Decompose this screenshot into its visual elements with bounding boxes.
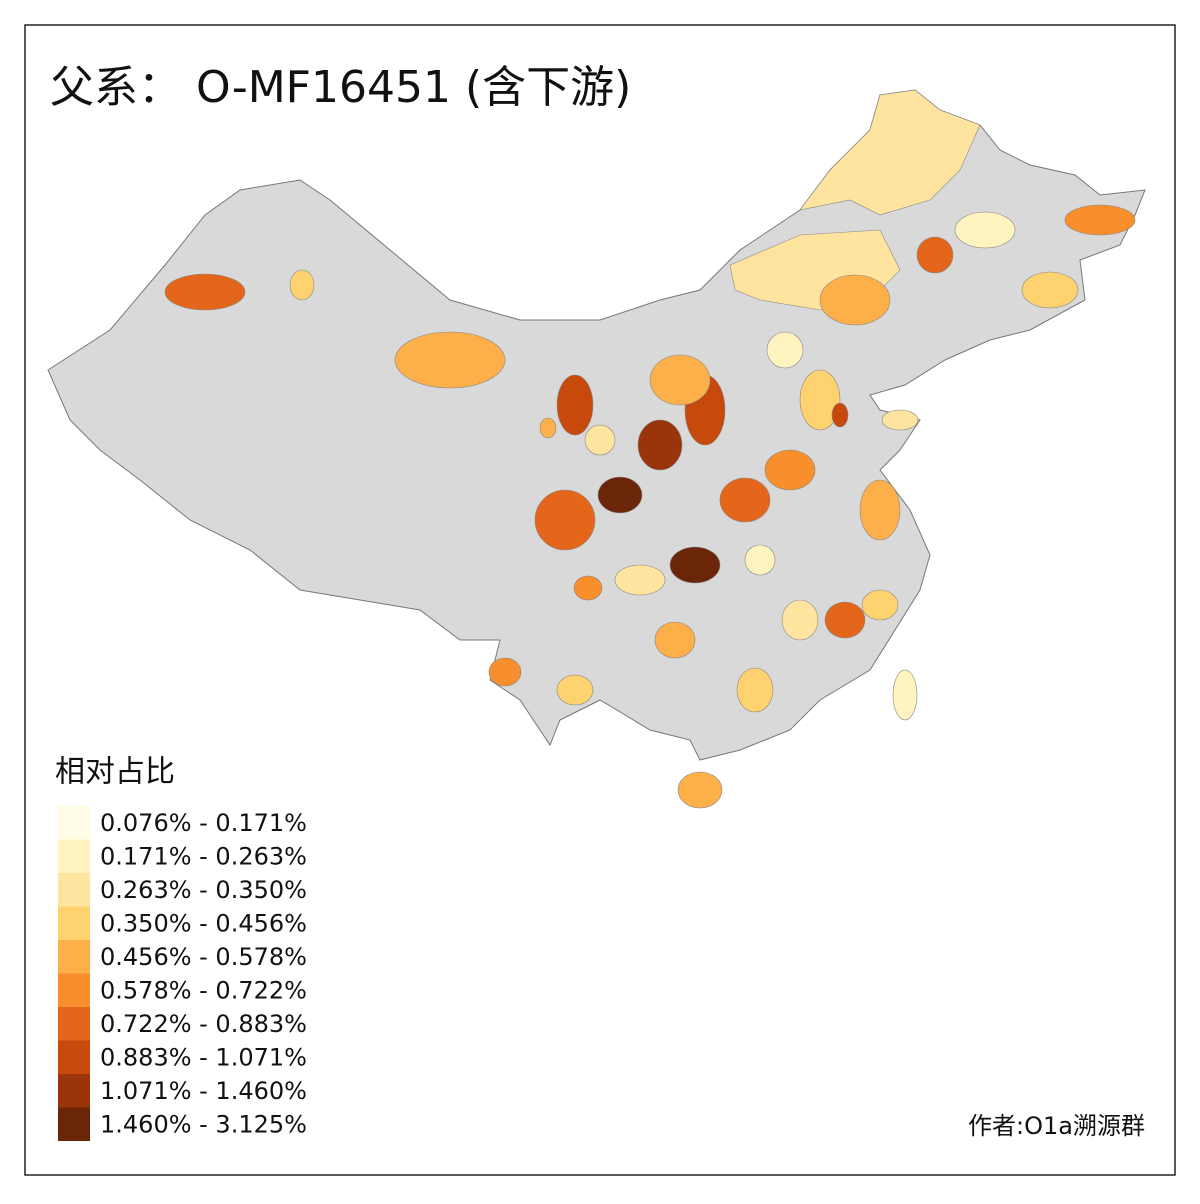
region-patch (534, 489, 596, 551)
legend-label: 0.578% - 0.722% (100, 977, 307, 1005)
region-patch (556, 674, 594, 706)
region-patch (289, 269, 315, 301)
legend-swatch (58, 906, 90, 940)
legend-swatch (58, 973, 90, 1007)
legend-swatch (58, 1040, 90, 1074)
region-patch (799, 369, 841, 431)
region-patch (677, 771, 723, 809)
region-patch (597, 476, 643, 514)
region-patch (819, 274, 891, 326)
legend-swatch (58, 1074, 90, 1108)
region-patch (719, 477, 771, 523)
region-patch (669, 546, 721, 584)
region-patch (649, 354, 711, 406)
region-patch (859, 479, 901, 541)
region-patch (861, 589, 899, 621)
region-patch (764, 449, 816, 491)
legend-swatch (58, 873, 90, 907)
region-patch (1064, 204, 1136, 236)
region-patch (488, 657, 522, 687)
region-patch (881, 409, 919, 431)
region-patch (1021, 271, 1079, 309)
region-patch (744, 544, 776, 576)
legend-swatch (58, 806, 90, 840)
legend-label: 1.460% - 3.125% (100, 1111, 307, 1139)
region-patch (892, 669, 918, 721)
legend-label: 0.722% - 0.883% (100, 1010, 307, 1038)
region-patch (736, 667, 774, 713)
region-patch (831, 402, 849, 428)
region-patch (781, 599, 819, 641)
region-patch (954, 211, 1016, 249)
legend-swatch (58, 940, 90, 974)
region-patch (614, 564, 666, 596)
region-patch (539, 417, 557, 439)
legend-swatch (58, 1107, 90, 1141)
region-patch (164, 273, 246, 311)
legend-label: 0.456% - 0.578% (100, 943, 307, 971)
region-patch (799, 89, 981, 216)
region-patch (556, 374, 594, 436)
credit: 作者:O1a溯源群 (968, 1112, 1145, 1140)
legend-label: 0.076% - 0.171% (100, 809, 307, 837)
region-patch (766, 331, 804, 369)
region-patch (637, 419, 683, 471)
region-patch (654, 621, 696, 659)
region-patch (824, 601, 866, 639)
legend-swatch (58, 839, 90, 873)
legend-title: 相对占比 (55, 755, 175, 790)
region-patch (584, 424, 616, 456)
legend-label: 0.263% - 0.350% (100, 876, 307, 904)
region-patch (916, 236, 954, 274)
map-title: 父系： O-MF16451 (含下游) (50, 62, 631, 113)
legend-label: 1.071% - 1.460% (100, 1077, 307, 1105)
legend-label: 0.350% - 0.456% (100, 910, 307, 938)
legend-swatch (58, 1007, 90, 1041)
region-patch (573, 575, 603, 601)
legend-label: 0.883% - 1.071% (100, 1044, 307, 1072)
legend-label: 0.171% - 0.263% (100, 843, 307, 871)
region-patch (394, 331, 506, 389)
